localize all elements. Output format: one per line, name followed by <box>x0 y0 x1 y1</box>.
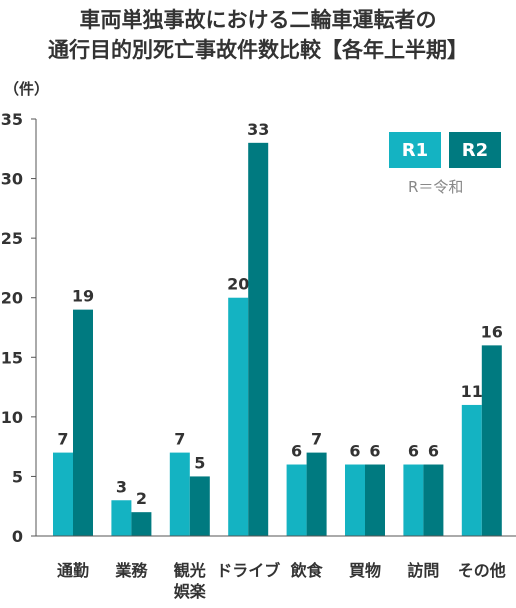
legend-r1: R1 <box>389 132 441 168</box>
bar-r2 <box>481 345 502 536</box>
y-tick-label: 15 <box>1 348 23 367</box>
y-tick-label: 30 <box>1 170 23 189</box>
bar-r1 <box>461 404 482 536</box>
data-label: 19 <box>72 287 94 306</box>
bar-r1 <box>286 464 307 536</box>
y-tick-label: 5 <box>12 467 23 486</box>
y-tick-label: 10 <box>1 408 23 427</box>
data-label: 7 <box>311 430 322 449</box>
data-label: 33 <box>247 120 269 139</box>
x-category-label: ドライブ <box>216 561 280 580</box>
legend-r2: R2 <box>449 132 501 168</box>
data-label: 6 <box>408 442 419 461</box>
y-tick-label: 25 <box>1 229 23 248</box>
bar-r1 <box>169 452 190 536</box>
y-tick-label: 35 <box>1 110 23 129</box>
x-category-label: 買物 <box>349 561 381 580</box>
bar-r2 <box>131 512 152 536</box>
y-tick-label: 20 <box>1 289 23 308</box>
x-category-label: 娯楽 <box>174 582 207 601</box>
bar-r2 <box>73 309 93 536</box>
x-category-label: 通勤 <box>57 561 89 580</box>
y-axis-unit: （件） <box>4 80 50 98</box>
bar-r2 <box>365 464 385 536</box>
data-label: 20 <box>227 275 249 294</box>
data-label: 6 <box>349 442 360 461</box>
data-label: 5 <box>194 453 205 472</box>
data-label: 6 <box>369 442 380 461</box>
data-label: 6 <box>291 442 302 461</box>
bar-r2 <box>306 452 327 536</box>
chart-title-line-1: 車両単独事故における二輪車運転者の <box>79 8 437 32</box>
chart-title-line-2: 通行目的別死亡事故件数比較【各年上半期】 <box>48 38 468 62</box>
x-category-label: 訪問 <box>407 561 439 580</box>
bar-r2 <box>423 464 444 536</box>
x-category-label: 業務 <box>114 561 148 580</box>
bar-r2 <box>248 142 269 537</box>
data-label: 3 <box>116 477 127 496</box>
data-label: 16 <box>481 322 503 341</box>
bar-r1 <box>228 297 249 536</box>
bar-r1 <box>345 464 365 536</box>
bar-r2 <box>189 476 210 536</box>
bar-r1 <box>53 452 73 536</box>
y-tick-label: 0 <box>12 527 23 546</box>
data-label: 6 <box>428 442 439 461</box>
x-category-label: 飲食 <box>290 561 324 580</box>
x-category-label: 観光 <box>174 561 206 580</box>
x-category-label: その他 <box>458 561 506 580</box>
data-label: 11 <box>461 382 483 401</box>
data-label: 7 <box>174 430 185 449</box>
data-label: 2 <box>136 489 147 508</box>
legend-note: R＝令和 <box>408 178 464 196</box>
bar-r1 <box>403 464 424 536</box>
data-label: 7 <box>57 430 68 449</box>
bar-r1 <box>111 500 132 536</box>
